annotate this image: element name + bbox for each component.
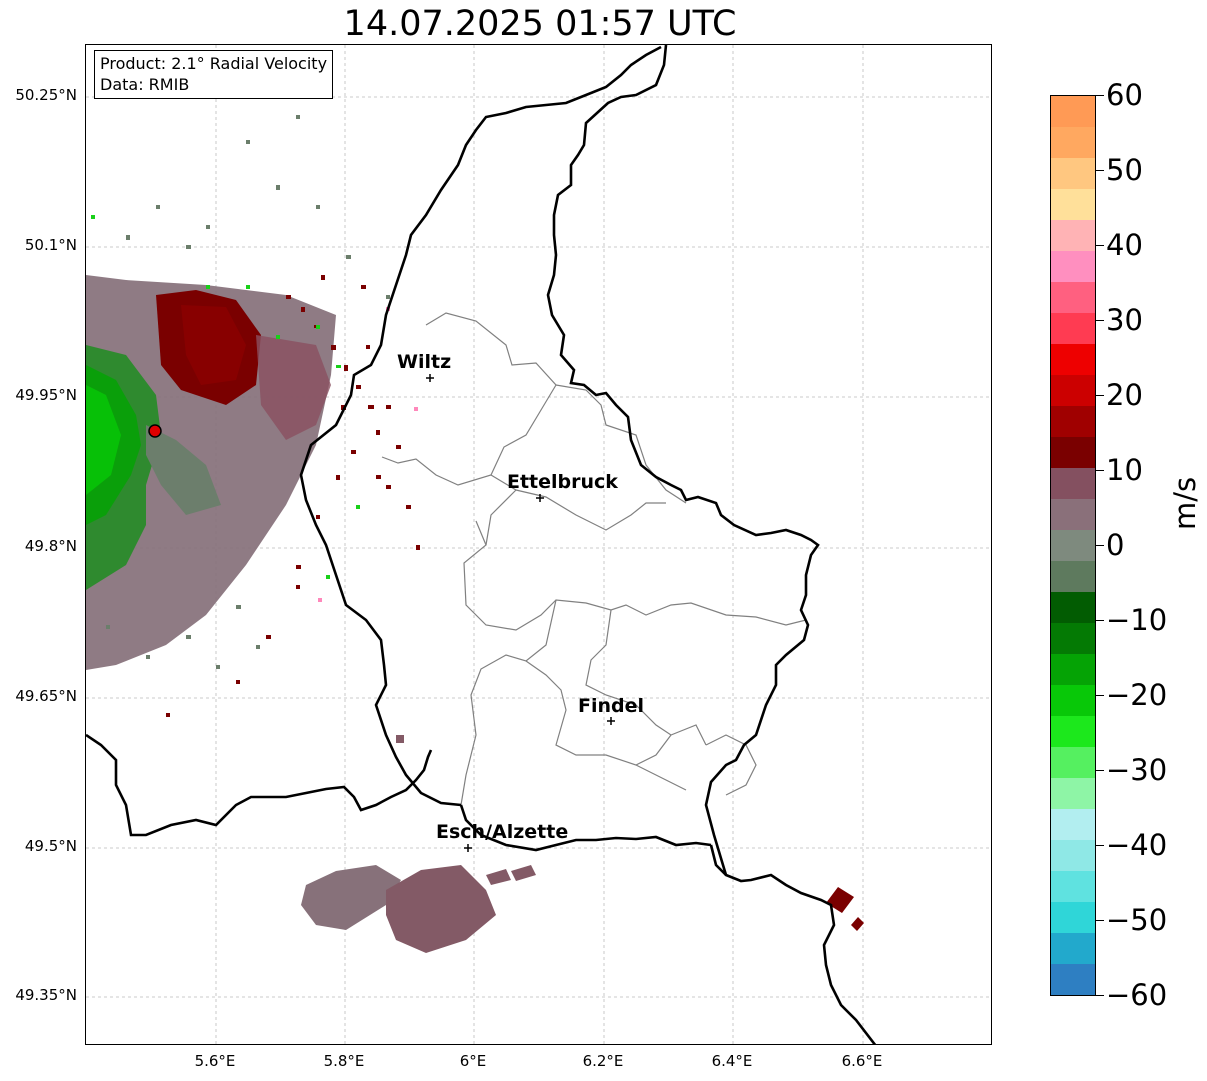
colorbar-tick-mark: [1096, 545, 1104, 546]
velocity-colorbar: [1050, 95, 1096, 996]
lon-tick-label: 5.6°E: [194, 1052, 236, 1070]
colorbar-tick-label: −60: [1106, 978, 1168, 1012]
colorbar-tick-label: −50: [1106, 903, 1168, 937]
national-borders: [86, 45, 877, 1044]
colorbar-tick-label: 50: [1106, 153, 1143, 187]
colorbar-tick-label: 10: [1106, 453, 1143, 487]
colorbar-tick-mark: [1096, 770, 1104, 771]
radar-echo-region-west: [86, 115, 420, 717]
lat-tick-label: 49.65°N: [15, 687, 77, 705]
colorbar-tick-mark: [1096, 170, 1104, 171]
colorbar-tick-label: −30: [1106, 753, 1168, 787]
lon-tick-label: 6.6°E: [841, 1052, 883, 1070]
colorbar-tick-mark: [1096, 845, 1104, 846]
city-wiltz: Wiltz: [397, 351, 451, 373]
colorbar-tick-mark: [1096, 920, 1104, 921]
colorbar-tick-mark: [1096, 95, 1104, 96]
page-title: 14.07.2025 01:57 UTC: [343, 4, 737, 44]
colorbar-tick-label: −40: [1106, 828, 1168, 862]
radar-echo-region-south: [301, 735, 864, 953]
lat-tick-label: 50.25°N: [15, 86, 77, 104]
colorbar-tick-label: 20: [1106, 378, 1143, 412]
city-esch: Esch/Alzette: [436, 821, 568, 843]
district-borders: [381, 312, 807, 806]
lon-tick-label: 6.4°E: [711, 1052, 753, 1070]
lat-tick-label: 49.5°N: [24, 837, 77, 855]
map-frame[interactable]: Wiltz Ettelbruck Findel Esch/Alzette: [85, 44, 992, 1045]
lon-tick-label: 6.2°E: [582, 1052, 624, 1070]
city-ettelbruck: Ettelbruck: [507, 471, 618, 493]
colorbar-tick-mark: [1096, 995, 1104, 996]
colorbar-tick-label: −10: [1106, 603, 1168, 637]
colorbar-tick-label: 30: [1106, 303, 1143, 337]
colorbar-tick-mark: [1096, 245, 1104, 246]
lat-tick-label: 49.35°N: [15, 986, 77, 1004]
colorbar-tick-label: 0: [1106, 528, 1125, 562]
colorbar-tick-mark: [1096, 395, 1104, 396]
lon-tick-label: 6°E: [459, 1052, 487, 1070]
radar-site-marker: [148, 424, 162, 438]
product-infobox: Product: 2.1° Radial Velocity Data: RMIB: [94, 50, 334, 99]
product-label: Product: 2.1° Radial Velocity: [100, 54, 328, 73]
lat-tick-label: 49.8°N: [24, 537, 77, 555]
data-source-label: Data: RMIB: [100, 75, 190, 94]
colorbar-tick-label: −20: [1106, 678, 1168, 712]
colorbar-tick-mark: [1096, 695, 1104, 696]
lon-tick-label: 5.8°E: [323, 1052, 365, 1070]
lat-tick-label: 49.95°N: [15, 386, 77, 404]
colorbar-tick-mark: [1096, 470, 1104, 471]
city-markers: [426, 374, 615, 852]
colorbar-tick-label: 40: [1106, 228, 1143, 262]
colorbar-tick-mark: [1096, 320, 1104, 321]
colorbar-tick-mark: [1096, 620, 1104, 621]
map-canvas: Wiltz Ettelbruck Findel Esch/Alzette: [86, 45, 991, 1044]
city-labels: Wiltz Ettelbruck Findel Esch/Alzette: [397, 351, 644, 843]
colorbar-tick-label: 60: [1106, 78, 1143, 112]
city-findel: Findel: [578, 695, 644, 717]
lat-tick-label: 50.1°N: [24, 236, 77, 254]
colorbar-unit-label: m/s: [1168, 476, 1202, 530]
